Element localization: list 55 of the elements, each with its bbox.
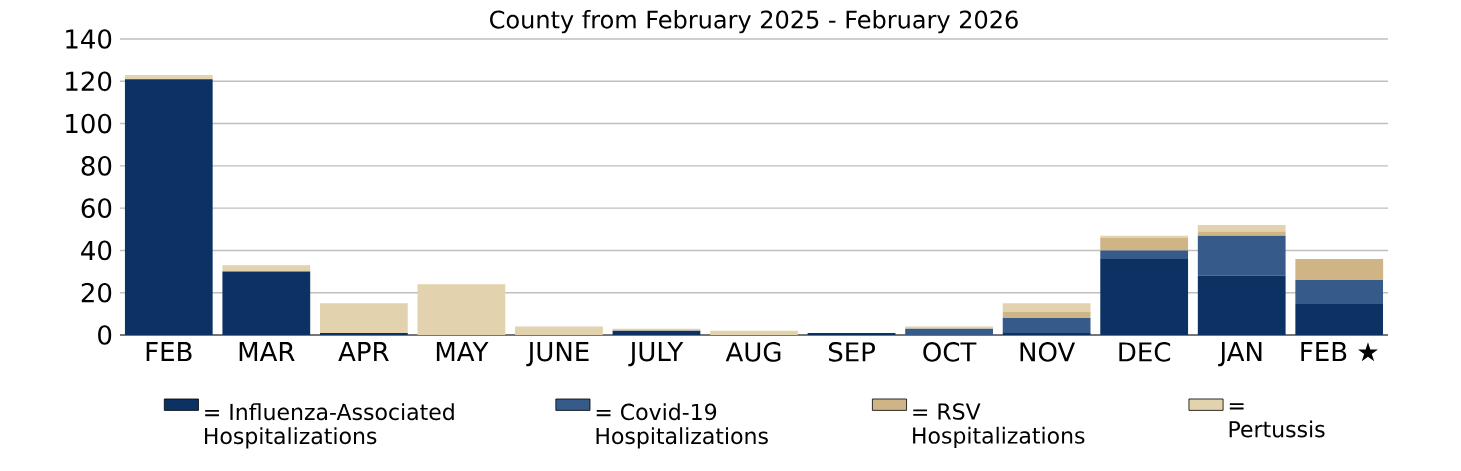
legend-label: = Influenza-Associated Hospitalizations [205, 403, 454, 449]
x-tick-label: FEB [146, 342, 192, 362]
x-tick-label: MAR [239, 342, 295, 362]
x-tick-label: JULY [628, 342, 684, 367]
bar [1002, 318, 1091, 333]
bar [1295, 303, 1384, 335]
bar [612, 328, 701, 331]
bar [1100, 258, 1189, 335]
x-tick-label: APR [338, 342, 389, 362]
bar [807, 332, 896, 335]
chart-title: County from February 2025 - February 2026 [490, 10, 1018, 34]
y-tick-label: 0 [98, 325, 112, 345]
bar [710, 330, 798, 335]
bar [905, 326, 993, 329]
bar [417, 284, 506, 335]
bar [1295, 258, 1384, 281]
bar [515, 326, 603, 335]
bar [319, 332, 408, 335]
x-tick-label: NOV [1020, 342, 1076, 362]
bar [222, 271, 311, 335]
bar [612, 330, 701, 335]
x-tick-label: DEC [1119, 342, 1171, 362]
legend-label: = Pertussis [1229, 403, 1325, 438]
y-tick-label: 80 [81, 156, 112, 176]
bar [1295, 280, 1384, 304]
bar [319, 303, 408, 333]
y-tick-label: 100 [66, 113, 112, 134]
x-tick-label: FEB ★ [1301, 342, 1378, 362]
x-tick-label: SEP [828, 342, 875, 362]
bar [1197, 275, 1286, 335]
bar [1100, 237, 1189, 251]
bar [1100, 235, 1189, 238]
y-tick-label: 20 [81, 282, 112, 303]
x-tick-label: MAY [436, 342, 489, 362]
bar [1197, 235, 1286, 276]
y-tick-label: 60 [81, 198, 112, 218]
legend-label: = Covid-19 Hospitalizations [596, 403, 768, 449]
y-tick-label: 140 [66, 29, 112, 49]
bar [1002, 303, 1091, 312]
x-tick-label: OCT [923, 342, 977, 362]
bar [124, 74, 213, 80]
bar [1197, 231, 1286, 236]
x-tick-label: AUG [725, 342, 781, 362]
bar [905, 328, 993, 335]
legend-label: = RSV Hospitalizations [913, 403, 1085, 449]
y-tick-label: 40 [81, 240, 112, 261]
bar [1002, 311, 1091, 319]
y-tick-label: 120 [66, 71, 112, 92]
bar [1197, 225, 1286, 232]
bar [1002, 332, 1091, 335]
x-tick-label: JUNE [526, 342, 589, 367]
bar [1100, 250, 1189, 259]
bar [222, 265, 311, 272]
x-tick-label: JAN [1218, 342, 1262, 367]
bar [124, 79, 213, 335]
